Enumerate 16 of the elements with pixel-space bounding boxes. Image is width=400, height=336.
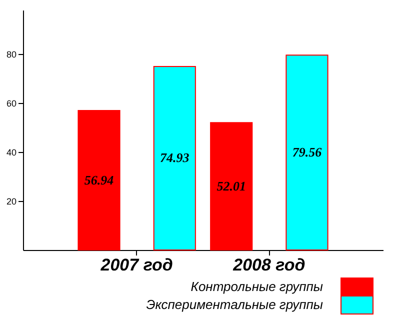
bar — [78, 110, 120, 250]
bar — [286, 54, 328, 250]
y-tick-label: 60 — [6, 98, 16, 109]
bar — [210, 122, 253, 250]
bar — [153, 66, 196, 250]
y-tick-label: 40 — [6, 148, 16, 158]
legend-label: Контрольные группы — [190, 279, 324, 294]
x-tick-label: 2007 год — [100, 256, 173, 274]
data-label: 74.93 — [160, 150, 190, 166]
data-label: 52.01 — [216, 178, 246, 194]
y-tick-label: 80 — [6, 50, 16, 60]
data-label: 56.94 — [84, 172, 114, 188]
data-label: 79.56 — [292, 144, 322, 160]
legend-label: Экспериментальные группы — [146, 297, 324, 312]
y-tick-label: 20 — [6, 196, 16, 207]
x-tick-label: 2008 год — [232, 256, 306, 274]
